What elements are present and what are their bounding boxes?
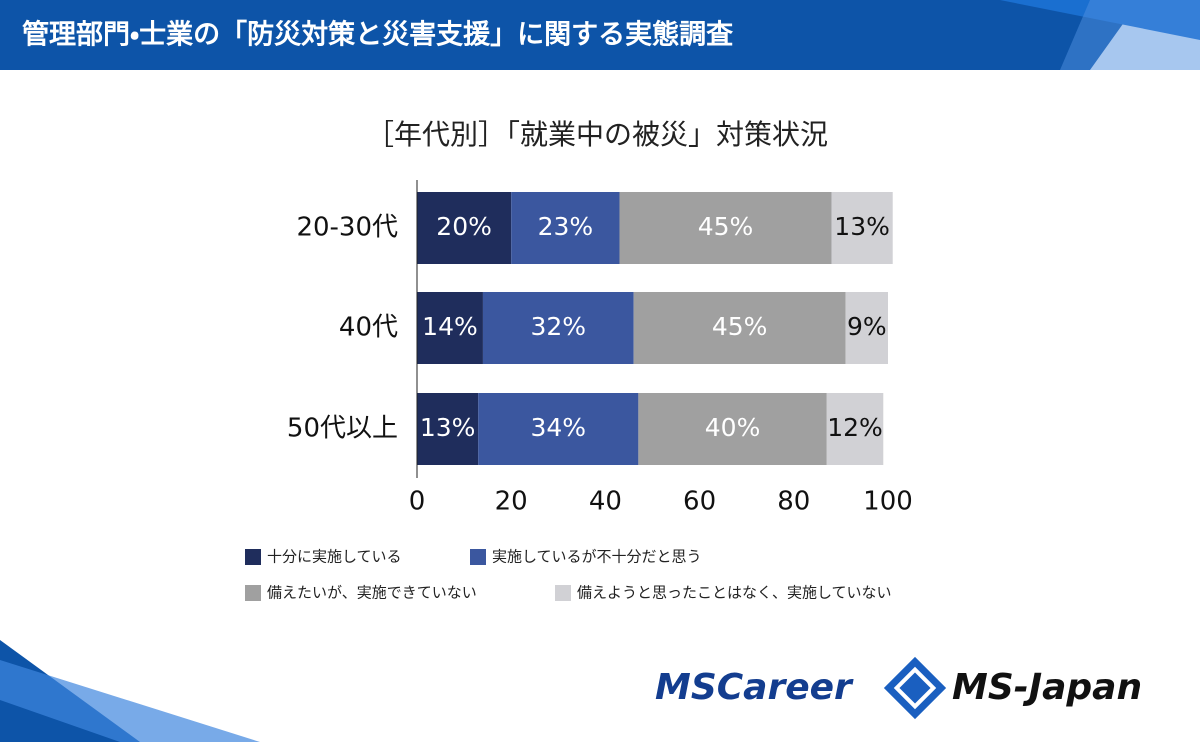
bar-segment — [417, 393, 479, 465]
header-accent — [1060, 0, 1200, 70]
bar-segment — [633, 292, 846, 364]
data-label: 12% — [827, 413, 883, 442]
bar-segment — [831, 192, 893, 264]
bar-segment — [619, 192, 832, 264]
x-tick-label: 0 — [409, 487, 426, 517]
bar-segment — [417, 192, 512, 264]
logo: MSCareer MS-Japan — [655, 656, 1142, 720]
bar-segment — [417, 292, 483, 364]
data-label: 23% — [538, 212, 594, 241]
logo-diamond — [883, 656, 947, 720]
data-label: 9% — [847, 312, 887, 341]
logo-mark — [883, 656, 947, 720]
bar-segment — [478, 393, 639, 465]
data-label: 45% — [712, 312, 768, 341]
legend-swatch — [470, 549, 486, 565]
header-title: 管理部門・士業の「防災対策と災害支援」に関する実態調査 — [22, 19, 733, 51]
data-label: 40% — [705, 413, 761, 442]
data-label: 34% — [531, 413, 587, 442]
bar-segment — [845, 292, 888, 364]
data-label: 14% — [422, 312, 478, 341]
logo-text: MS-Japan — [952, 667, 1142, 708]
data-label: 13% — [834, 212, 890, 241]
legend-swatch — [245, 549, 261, 565]
bar-segment — [482, 292, 634, 364]
bar-segment — [638, 393, 827, 465]
y-tick-label: 50代以上 — [287, 414, 398, 444]
legend-label: 実施しているが不十分だと思う — [492, 548, 702, 566]
x-tick-label: 80 — [777, 487, 810, 517]
y-tick-label: 40代 — [339, 313, 398, 343]
corner-accent — [0, 660, 260, 742]
y-tick-label: 20-30代 — [296, 213, 398, 243]
x-tick-label: 100 — [863, 487, 913, 517]
legend-label: 備えようと思ったことはなく、実施していない — [577, 584, 892, 602]
header-band — [0, 0, 1140, 70]
data-label: 13% — [420, 413, 476, 442]
chart-title: ［年代別］「就業中の被災」対策状況 — [366, 118, 828, 151]
x-tick-label: 40 — [589, 487, 622, 517]
x-tick-label: 20 — [495, 487, 528, 517]
x-tick-label: 60 — [683, 487, 716, 517]
legend-swatch — [245, 585, 261, 601]
legend-label: 備えたいが、実施できていない — [267, 584, 477, 602]
data-label: 20% — [436, 212, 492, 241]
bar-segment — [511, 192, 620, 264]
bar-segment — [826, 393, 884, 465]
legend-label: 十分に実施している — [267, 548, 402, 566]
data-label: 32% — [531, 312, 587, 341]
logo-diamond-inner — [893, 666, 937, 710]
logo-text: MSCareer — [655, 667, 854, 708]
data-label: 45% — [698, 212, 754, 241]
legend-swatch — [555, 585, 571, 601]
